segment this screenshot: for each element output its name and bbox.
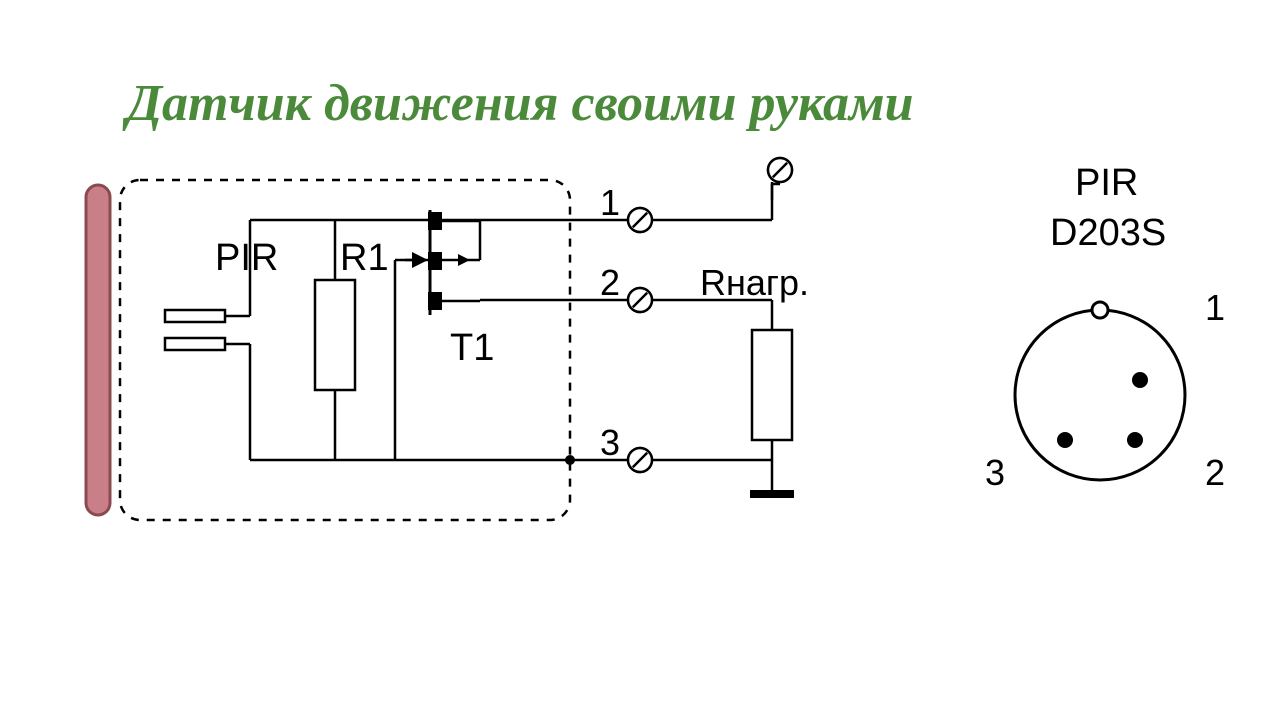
label-part: D203S xyxy=(1050,212,1166,254)
label-R1: R1 xyxy=(340,237,389,279)
pinout-pin xyxy=(1057,432,1073,448)
pir-window xyxy=(86,185,110,515)
label-pirpart: PIR xyxy=(1075,162,1138,204)
svg-text:1: 1 xyxy=(1205,287,1225,328)
title-text: Датчик движения своими руками xyxy=(122,75,913,132)
label-Rload: Rнагр. xyxy=(700,262,809,303)
ground-symbol xyxy=(750,490,794,498)
schematic-canvas: Датчик движения своими руками 1 2 3 PIR R1 T1 1… xyxy=(0,0,1280,720)
svg-text:2: 2 xyxy=(1205,452,1225,493)
pinout-pin xyxy=(1132,372,1148,388)
label-T1: T1 xyxy=(450,327,494,369)
pinout-pin xyxy=(1127,432,1143,448)
label-pin3: 3 xyxy=(600,422,620,463)
label-pin2: 2 xyxy=(600,262,620,303)
junction-node xyxy=(565,455,575,465)
label-PIR: PIR xyxy=(215,237,278,279)
svg-text:3: 3 xyxy=(985,452,1005,493)
label-pin1: 1 xyxy=(600,182,620,223)
